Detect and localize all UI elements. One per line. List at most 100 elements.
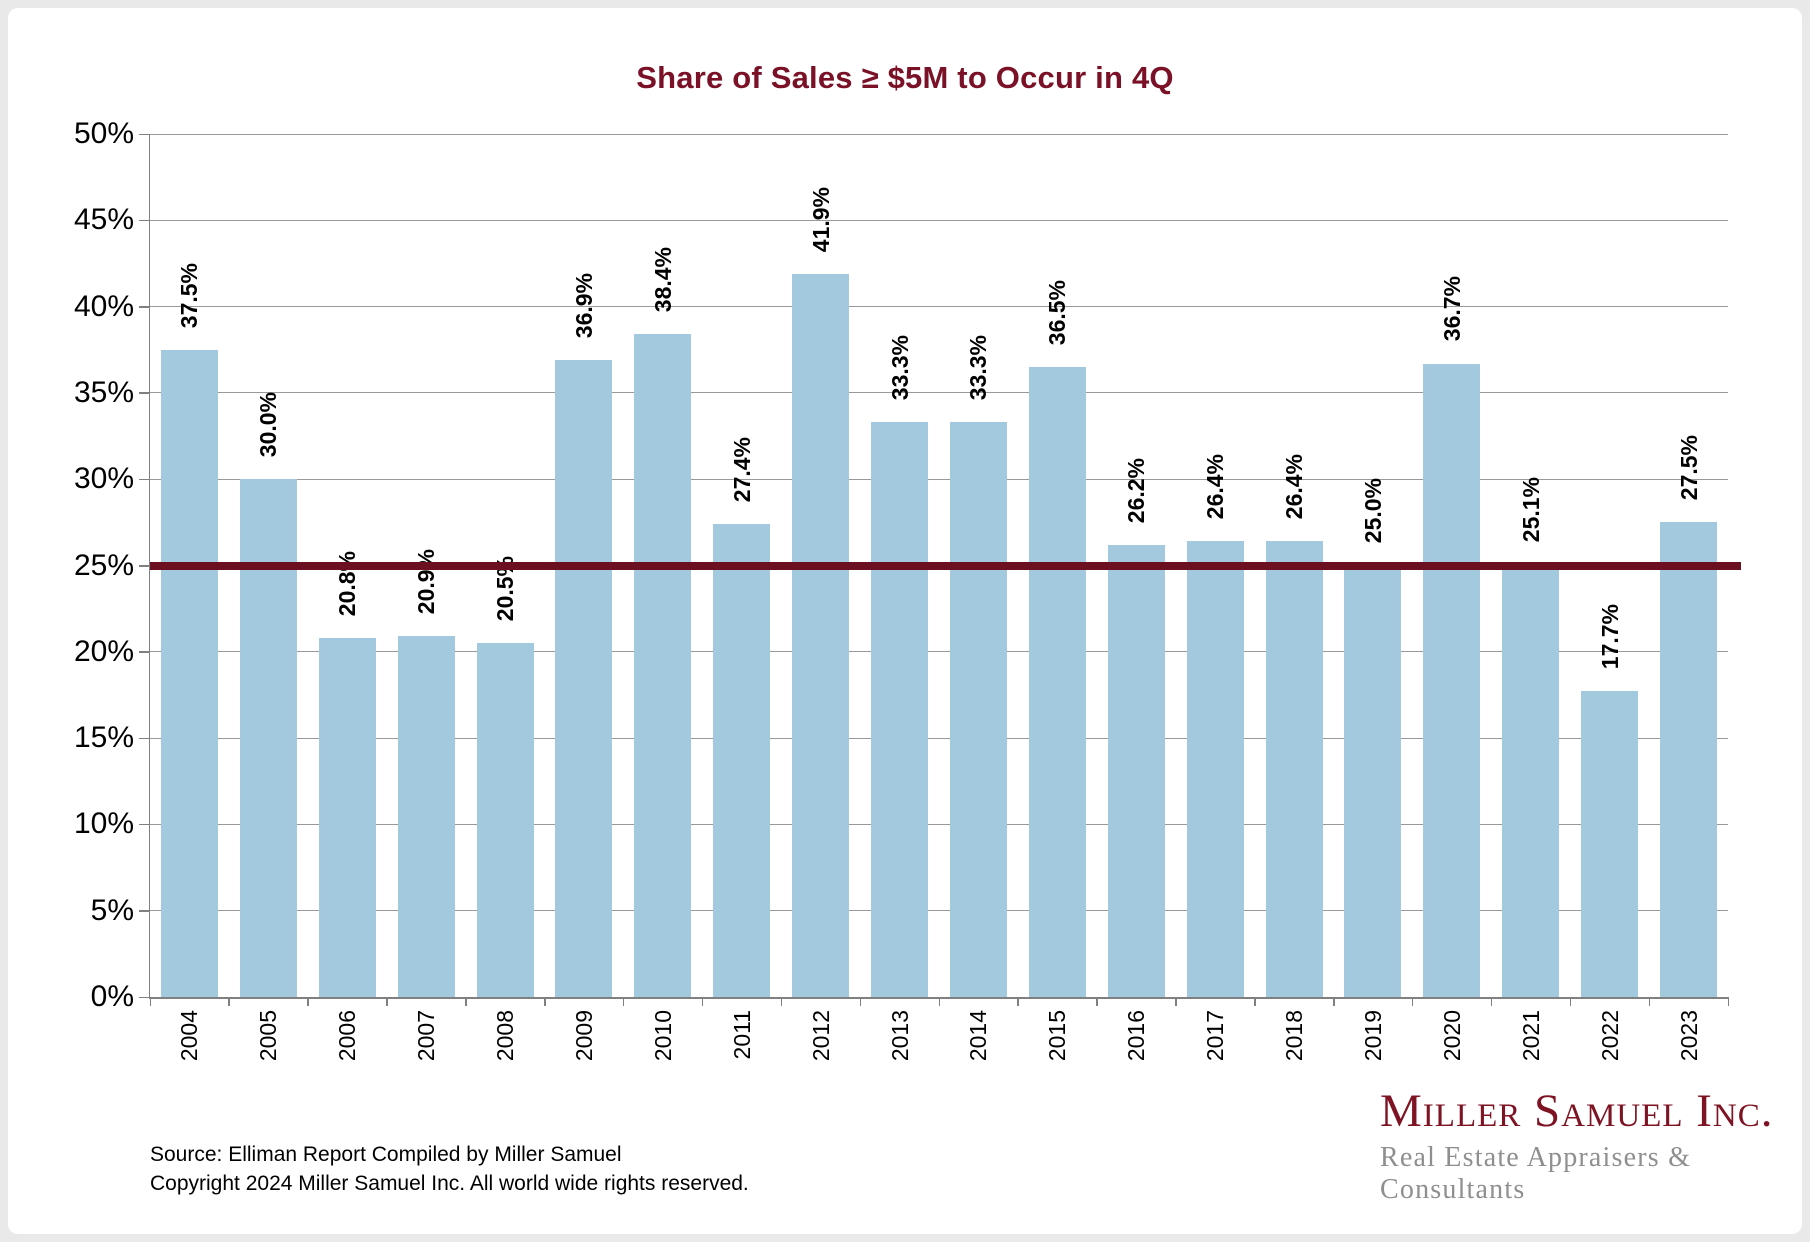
- gridline: [150, 133, 1728, 135]
- x-axis-label: 2016: [1123, 1010, 1150, 1062]
- y-axis-tick: [139, 996, 150, 998]
- x-axis-tick: [465, 997, 467, 1006]
- x-axis-label: 2008: [492, 1010, 519, 1062]
- bar-2019: [1344, 565, 1402, 997]
- x-axis-tick: [1333, 997, 1335, 1006]
- bar-value-label: 36.9%: [570, 272, 597, 339]
- bar-value-label: 26.4%: [1281, 454, 1308, 520]
- x-axis-tick: [780, 997, 783, 1006]
- bar-value-label: 27.4%: [728, 436, 755, 503]
- bar-value-label: 33.3%: [965, 335, 992, 401]
- x-axis-tick: [701, 997, 704, 1006]
- bar-2005: [239, 479, 297, 997]
- gridline: [150, 823, 1728, 825]
- x-axis-tick: [1569, 997, 1572, 1006]
- bar-value-label: 30.0%: [255, 391, 282, 458]
- x-axis-label: 2011: [728, 1010, 755, 1060]
- bar-value-label: 17.7%: [1596, 604, 1623, 670]
- source-line: Source: Elliman Report Compiled by Mille…: [150, 1143, 622, 1166]
- x-axis-tick: [544, 997, 546, 1006]
- bar-2011: [713, 524, 771, 997]
- y-axis-label: 45%: [73, 203, 134, 237]
- bar-2010: [634, 334, 692, 997]
- bar-value-label: 26.2%: [1123, 457, 1150, 523]
- x-axis-label: 2019: [1359, 1010, 1386, 1062]
- gridline: [150, 478, 1728, 480]
- chart-card: Share of Sales ≥ $5M to Occur in 4Q 0% 5%…: [8, 8, 1802, 1234]
- copyright-line: Copyright 2024 Miller Samuel Inc. All wo…: [150, 1172, 749, 1195]
- bar-value-label: 25.1%: [1517, 476, 1544, 542]
- x-axis-tick: [386, 997, 388, 1006]
- bar-value-label: 36.7%: [1438, 276, 1465, 342]
- gridline: [150, 306, 1728, 308]
- bar-2008: [476, 643, 534, 997]
- bar-2006: [318, 637, 376, 997]
- x-axis-label: 2007: [413, 1010, 440, 1062]
- x-axis-tick: [938, 997, 940, 1006]
- bar-value-label: 20.9%: [413, 549, 440, 615]
- x-axis-line: [148, 997, 1728, 999]
- x-axis-label: 2006: [334, 1010, 361, 1062]
- x-axis-tick: [859, 997, 862, 1006]
- bar-2021: [1502, 563, 1560, 997]
- y-axis-tick: [139, 737, 150, 740]
- x-axis-label: 2017: [1202, 1010, 1229, 1062]
- bar-value-label: 33.3%: [886, 335, 913, 401]
- bar-2015: [1028, 367, 1086, 997]
- bar-value-label: 26.4%: [1202, 454, 1229, 520]
- y-axis-tick: [139, 651, 150, 653]
- x-axis-tick: [1411, 997, 1414, 1006]
- y-axis-label: 25%: [73, 548, 134, 582]
- x-axis-label: 2014: [965, 1010, 992, 1062]
- bar-value-label: 38.4%: [649, 247, 676, 313]
- bar-2016: [1107, 544, 1165, 997]
- gridline: [150, 651, 1728, 653]
- x-axis-label: 2020: [1438, 1010, 1465, 1062]
- gridline: [150, 219, 1728, 221]
- y-axis-label: 40%: [73, 289, 134, 323]
- bar-value-label: 27.5%: [1675, 435, 1702, 501]
- x-axis-label: 2018: [1281, 1010, 1308, 1062]
- gridline: [150, 392, 1728, 394]
- gridline: [150, 910, 1728, 912]
- bar-2004: [160, 349, 218, 997]
- x-axis-tick: [307, 997, 309, 1006]
- y-axis-tick: [139, 565, 150, 567]
- x-axis-label: 2015: [1044, 1010, 1071, 1062]
- gridline: [150, 737, 1728, 739]
- bar-2012: [792, 273, 850, 997]
- y-axis-line: [148, 134, 150, 997]
- x-axis-tick: [1490, 997, 1493, 1006]
- y-axis-label: 5%: [90, 893, 134, 927]
- x-axis-tick: [1175, 997, 1177, 1006]
- y-axis-tick: [139, 910, 150, 912]
- y-axis-label: 50%: [73, 117, 134, 150]
- bar-value-label: 36.5%: [1044, 279, 1071, 346]
- company-logo: Miller Samuel Inc. Real Estate Appraiser…: [1380, 1088, 1802, 1206]
- y-axis-tick: [139, 478, 150, 481]
- y-axis-label: 10%: [73, 807, 134, 841]
- x-axis-label: 2013: [886, 1010, 913, 1062]
- y-axis-label: 0%: [90, 980, 134, 1013]
- logo-tagline: Real Estate Appraisers & Consultants: [1380, 1142, 1692, 1206]
- bar-2020: [1423, 363, 1481, 997]
- bar-value-label: 41.9%: [807, 186, 834, 252]
- y-axis-tick: [139, 133, 150, 135]
- x-axis-label: 2023: [1675, 1010, 1702, 1062]
- y-axis-label: 30%: [73, 462, 134, 496]
- x-axis-tick: [1017, 997, 1019, 1006]
- bar-value-label: 37.5%: [176, 262, 203, 328]
- bar-2022: [1581, 691, 1639, 997]
- x-axis-tick: [1254, 997, 1256, 1006]
- logo-company-name: Miller Samuel Inc.: [1380, 1085, 1774, 1137]
- bar-2014: [949, 422, 1007, 997]
- x-axis-tick: [1727, 997, 1729, 1006]
- y-axis-tick: [139, 392, 150, 394]
- bar-2023: [1660, 522, 1718, 997]
- y-axis-tick: [139, 306, 150, 308]
- x-axis-tick: [1648, 997, 1651, 1006]
- bar-2013: [871, 422, 929, 997]
- y-axis-label: 15%: [73, 721, 134, 755]
- bar-2007: [397, 636, 455, 997]
- bar-2009: [555, 360, 613, 997]
